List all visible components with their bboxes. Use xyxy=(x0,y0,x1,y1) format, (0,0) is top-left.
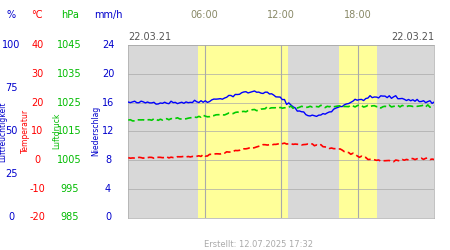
Text: 1045: 1045 xyxy=(58,40,82,50)
Text: 24: 24 xyxy=(102,40,114,50)
Text: 8: 8 xyxy=(105,155,111,165)
Text: %: % xyxy=(7,10,16,20)
Text: 25: 25 xyxy=(5,170,18,179)
Text: -10: -10 xyxy=(30,184,45,194)
Text: 22.03.21: 22.03.21 xyxy=(128,32,171,42)
Text: 1015: 1015 xyxy=(58,126,82,136)
Text: 10: 10 xyxy=(31,126,44,136)
Text: 20: 20 xyxy=(31,98,44,108)
Text: 12: 12 xyxy=(102,126,114,136)
Text: 4: 4 xyxy=(105,184,111,194)
Text: mm/h: mm/h xyxy=(94,10,122,20)
Text: 100: 100 xyxy=(2,40,20,50)
Text: 22.03.21: 22.03.21 xyxy=(391,32,434,42)
Text: 40: 40 xyxy=(31,40,44,50)
Text: 75: 75 xyxy=(5,83,18,93)
Text: Luftfeuchtigkeit: Luftfeuchtigkeit xyxy=(0,101,8,162)
Text: 985: 985 xyxy=(60,212,79,222)
Text: Niederschlag: Niederschlag xyxy=(91,106,100,156)
Text: Erstellt: 12.07.2025 17:32: Erstellt: 12.07.2025 17:32 xyxy=(204,240,313,249)
Text: 0: 0 xyxy=(105,212,111,222)
Text: 0: 0 xyxy=(34,155,40,165)
Text: Luftdruck: Luftdruck xyxy=(52,113,61,150)
Text: 20: 20 xyxy=(102,69,114,79)
Text: 1025: 1025 xyxy=(58,98,82,108)
Text: 50: 50 xyxy=(5,126,18,136)
Text: 16: 16 xyxy=(102,98,114,108)
Text: 0: 0 xyxy=(8,212,14,222)
Bar xyxy=(338,45,377,218)
Text: 995: 995 xyxy=(60,184,79,194)
Text: 18:00: 18:00 xyxy=(344,10,372,20)
Text: hPa: hPa xyxy=(61,10,79,20)
Text: 12:00: 12:00 xyxy=(267,10,295,20)
Text: -20: -20 xyxy=(29,212,45,222)
Text: 30: 30 xyxy=(31,69,44,79)
Text: °C: °C xyxy=(32,10,43,20)
Text: 06:00: 06:00 xyxy=(191,10,219,20)
Text: Temperatur: Temperatur xyxy=(21,109,30,153)
Text: 1005: 1005 xyxy=(58,155,82,165)
Text: 1035: 1035 xyxy=(58,69,82,79)
Bar xyxy=(198,45,288,218)
